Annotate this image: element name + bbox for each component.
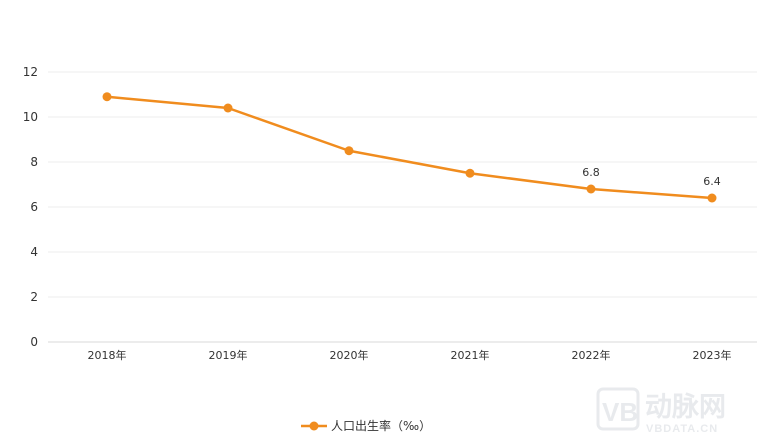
data-point[interactable] [223, 103, 233, 113]
gridlines [48, 71, 757, 298]
series-line [106, 95, 713, 200]
y-tick-label: 10 [23, 110, 38, 124]
data-point[interactable] [465, 168, 475, 178]
y-axis-ticks: 0 2 4 6 8 10 12 [23, 65, 38, 349]
watermark-url: VBDATA.CN [646, 423, 718, 435]
data-label: 6.4 [703, 175, 721, 188]
svg-text:VB: VB [602, 397, 638, 427]
y-tick-label: 8 [30, 155, 38, 169]
y-tick-label: 4 [30, 245, 38, 259]
x-tick-label: 2023年 [693, 348, 732, 362]
legend-label: 人口出生率（‰） [331, 418, 431, 433]
data-point[interactable] [707, 193, 717, 203]
y-tick-label: 2 [30, 290, 38, 304]
x-tick-label: 2018年 [88, 348, 127, 362]
vb-logo-icon: VB [596, 387, 640, 431]
series-layer [102, 92, 717, 203]
x-tick-label: 2021年 [451, 348, 490, 362]
legend-marker-icon [309, 421, 319, 431]
legend[interactable]: 人口出生率（‰） [301, 418, 431, 433]
x-tick-label: 2022年 [572, 348, 611, 362]
data-label: 6.8 [582, 166, 600, 179]
x-tick-label: 2019年 [209, 348, 248, 362]
x-axis-ticks: 2018年 2019年 2020年 2021年 2022年 2023年 [88, 348, 732, 362]
y-tick-label: 0 [30, 335, 38, 349]
data-point[interactable] [586, 184, 596, 194]
x-tick-label: 2020年 [330, 348, 369, 362]
y-tick-label: 6 [30, 200, 38, 214]
watermark: VB 动脉网 VBDATA.CN [596, 387, 726, 435]
data-point[interactable] [102, 92, 112, 102]
data-point[interactable] [344, 146, 354, 156]
data-labels: 6.8 6.4 [582, 166, 721, 188]
watermark-logo-text: 动脉网 [645, 392, 726, 422]
y-tick-label: 12 [23, 65, 38, 79]
